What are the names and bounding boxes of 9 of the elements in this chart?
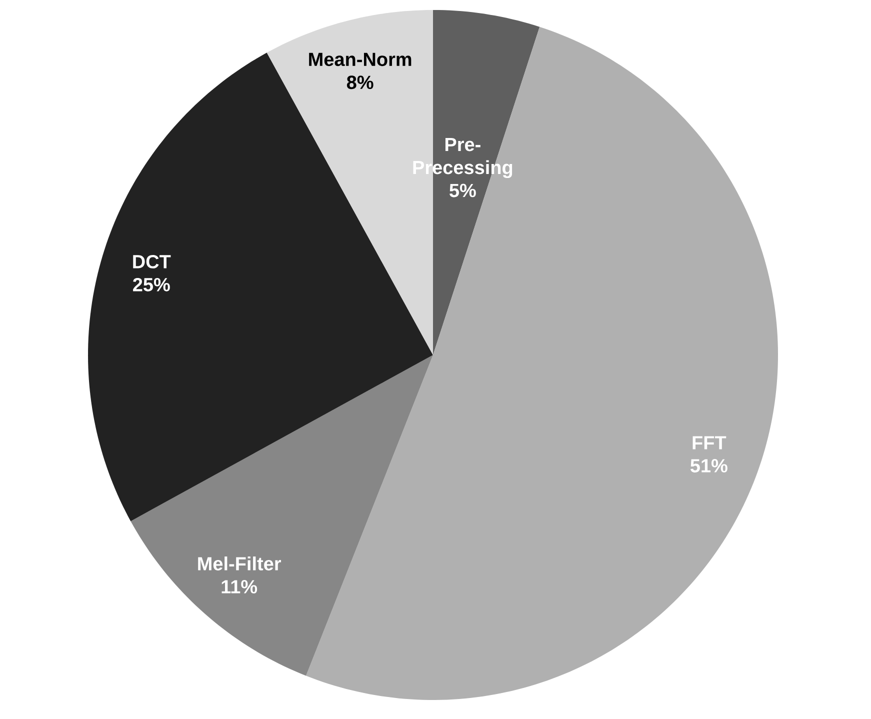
data-label: 11% [222, 580, 258, 594]
slice-label: DCT [133, 254, 171, 268]
data-label: 8% [346, 76, 374, 90]
data-label: 5% [450, 184, 476, 198]
slice-label: Mel-Filter [198, 556, 282, 570]
data-label: 51% [690, 459, 728, 472]
slice-label: Mean-Norm [309, 52, 412, 66]
slice-label: FFT [692, 436, 726, 450]
data-label: 25% [133, 278, 170, 292]
